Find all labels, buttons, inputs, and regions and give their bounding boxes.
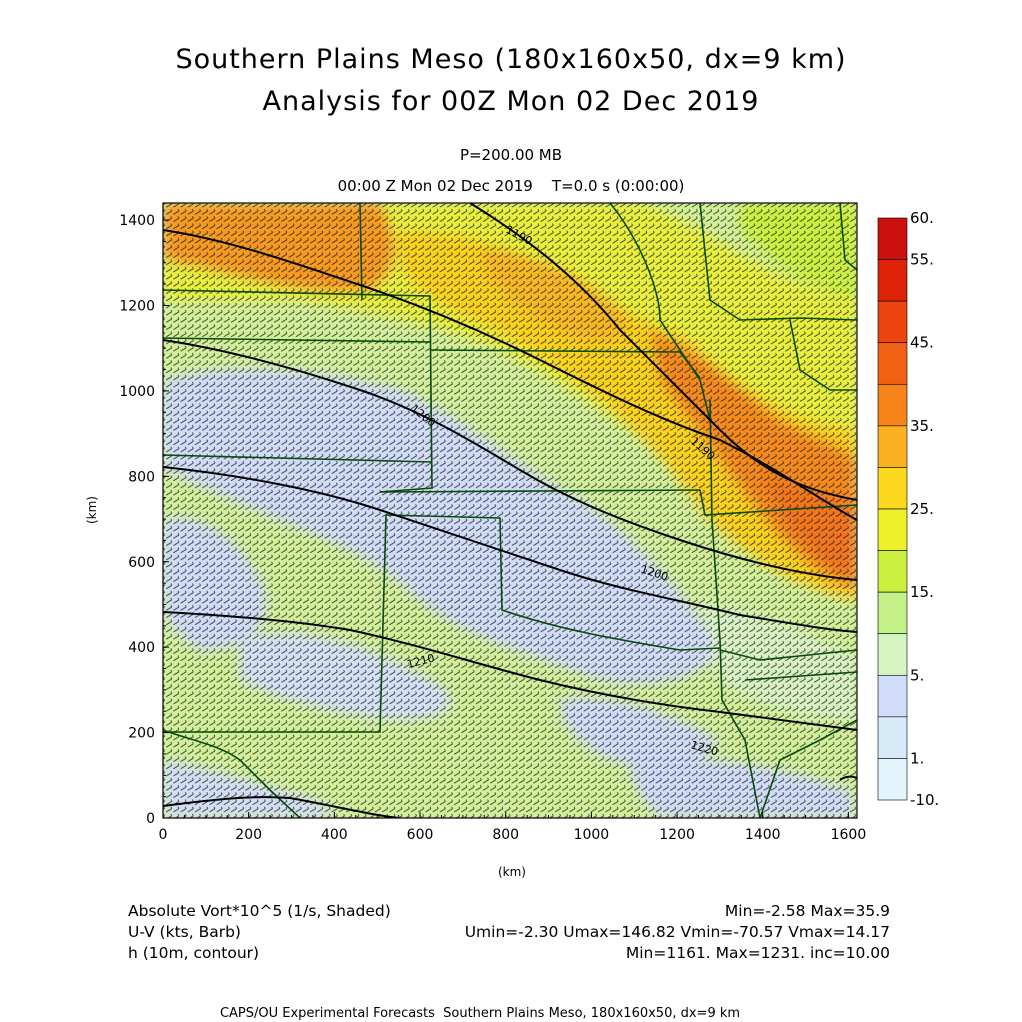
colorbar-swatch: [877, 425, 908, 468]
x-tick-label: 200: [235, 827, 262, 843]
x-tick-label: 400: [321, 827, 348, 843]
x-tick-label: 1400: [745, 827, 781, 843]
legend-field3-stats: Min=1161. Max=1231. inc=10.00: [625, 944, 890, 962]
x-tick-label: 1600: [831, 827, 867, 843]
colorbar-swatch: [877, 591, 908, 635]
colorbar-swatch: [877, 508, 908, 551]
plot-frame: [162, 202, 858, 819]
colorbar-label: 45.: [910, 334, 934, 352]
colorbar-swatch: [877, 758, 908, 801]
colorbar-swatch: [877, 467, 908, 510]
legend-field2-stats: Umin=-2.30 Umax=146.82 Vmin=-70.57 Vmax=…: [464, 923, 890, 941]
title-line-2: Analysis for 00Z Mon 02 Dec 2019: [262, 86, 760, 117]
x-tick-label: 0: [159, 827, 168, 843]
x-tick-label: 600: [407, 827, 434, 843]
footer-credit: CAPS/OU Experimental Forecasts Southern …: [219, 1006, 741, 1021]
colorbar-swatch: [877, 550, 908, 593]
x-tick-label: 1200: [659, 827, 695, 843]
height-contours: [163, 203, 857, 818]
colorbar-label: 55.: [910, 251, 934, 269]
y-tick-label: 800: [128, 469, 155, 485]
colorbar-swatch: [877, 633, 908, 676]
y-tick-label: 1000: [119, 384, 155, 400]
y-tick-label: 1400: [119, 213, 155, 229]
y-tick-label: 1200: [119, 299, 155, 315]
y-tick-label: 600: [128, 555, 155, 571]
colorbar-label: 1.: [910, 749, 924, 767]
colorbar-label: 25.: [910, 500, 934, 518]
colorbar-swatch: [877, 217, 908, 260]
colorbar-label: 60.: [910, 209, 934, 227]
colorbar-swatch: [877, 674, 908, 718]
colorbar-swatch: [877, 259, 908, 302]
title-line-1: Southern Plains Meso (180x160x50, dx=9 k…: [175, 44, 847, 75]
colorbar-label: 5.: [910, 666, 924, 684]
colorbar-label: 35.: [910, 417, 934, 435]
state-borders: [163, 203, 857, 818]
pressure-level: P=200.00 MB: [459, 146, 563, 164]
colorbar-swatch: [877, 716, 908, 759]
legend-field3-name: h (10m, contour): [128, 944, 260, 962]
colorbar-swatch: [877, 300, 908, 344]
legend-field1-stats: Min=-2.58 Max=35.9: [724, 902, 890, 920]
vorticity-shading: 1190 1190 1200 1200 1210 1220: [163, 203, 857, 818]
x-tick-label: 1000: [574, 827, 610, 843]
y-tick-label: 0: [146, 811, 155, 827]
y-tick-label: 200: [128, 726, 155, 742]
y-axis-label: (km): [85, 496, 99, 524]
x-axis-label: (km): [498, 865, 526, 879]
valid-time: 00:00 Z Mon 02 Dec 2019 T=0.0 s (0:00:00…: [337, 177, 685, 195]
colorbar: [877, 217, 908, 801]
colorbar-label: -10.: [910, 791, 939, 809]
x-tick-label: 800: [492, 827, 519, 843]
legend-field1-name: Absolute Vort*10^5 (1/s, Shaded): [128, 902, 391, 920]
colorbar-swatch: [877, 383, 908, 427]
colorbar-label: 15.: [910, 583, 934, 601]
colorbar-swatch: [877, 342, 908, 385]
legend-field2-name: U-V (kts, Barb): [128, 923, 241, 941]
y-tick-label: 400: [128, 640, 155, 656]
